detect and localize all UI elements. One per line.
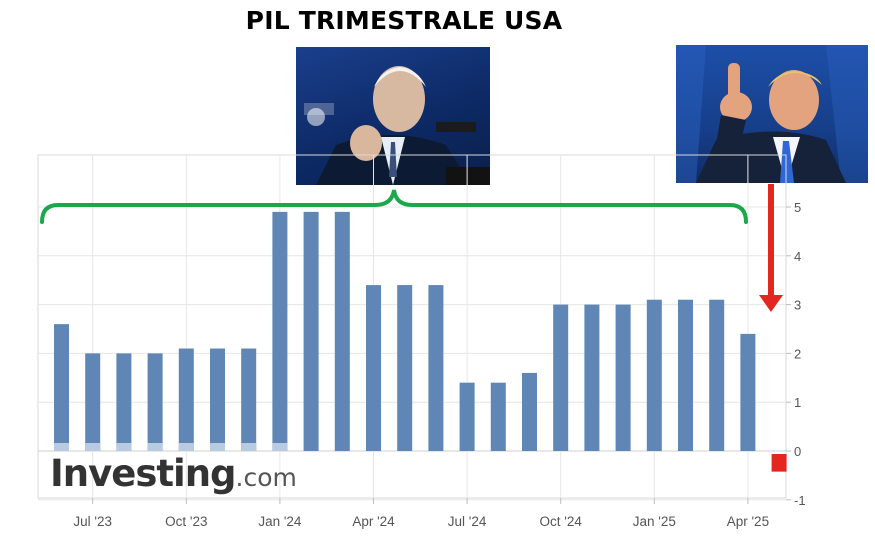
bar-base-highlight (210, 443, 225, 451)
watermark-brand: Investing (50, 452, 237, 495)
x-tick-label: Apr '24 (352, 514, 395, 529)
speaker-photo (296, 47, 490, 185)
annotations (40, 184, 783, 312)
x-tick-label: Jul '23 (73, 514, 112, 529)
y-axis: 5 4 3 2 1 0 -1 (786, 200, 806, 508)
bar (397, 285, 413, 451)
bracket-annotation (40, 189, 748, 224)
bar-latest (771, 454, 787, 472)
x-tick-label: Apr '25 (727, 514, 769, 529)
bar (272, 211, 288, 451)
bar (54, 324, 69, 451)
bar (210, 348, 225, 451)
bar (522, 372, 537, 451)
down-arrow-head (759, 295, 783, 312)
bar-base-highlight (147, 443, 163, 451)
bar (241, 348, 257, 451)
bar (584, 304, 600, 451)
bar (147, 353, 163, 451)
plot-frame (37, 154, 787, 499)
bar-base-highlight (241, 443, 257, 451)
speaker-pointing-photo (676, 45, 868, 183)
bar (490, 382, 506, 451)
y-tick-label: 0 (794, 444, 801, 459)
bar-base-highlight (54, 443, 69, 451)
bar-base-highlight (178, 443, 194, 451)
bar (615, 304, 631, 451)
bar (709, 299, 725, 451)
x-tick-label: Oct '24 (540, 514, 583, 529)
y-tick-label: 4 (794, 249, 801, 264)
bar (553, 304, 569, 451)
y-tick-label: 3 (794, 298, 801, 313)
x-axis: Jul '23 Oct '23 Jan '24 Apr '24 Jul '24 Oct '… (73, 498, 769, 529)
bar (116, 353, 132, 451)
bar-base-highlight (272, 443, 288, 451)
y-tick-label: 1 (794, 395, 801, 410)
bar (334, 211, 350, 451)
watermark-suffix: .com (235, 463, 297, 492)
y-tick-label: -1 (794, 493, 806, 508)
bars-layer (54, 211, 787, 472)
y-tick-label: 5 (794, 200, 801, 215)
investing-watermark: Investing.com (50, 452, 297, 495)
y-tick-label: 2 (794, 346, 801, 361)
bar-base-highlight (85, 443, 101, 451)
bar (85, 353, 101, 451)
x-tick-label: Oct '23 (165, 514, 207, 529)
bar (178, 348, 194, 451)
x-tick-label: Jan '25 (633, 514, 676, 529)
bar (366, 285, 381, 451)
x-tick-label: Jul '24 (448, 514, 487, 529)
x-tick-label: Jan '24 (258, 514, 302, 529)
bar (740, 333, 756, 451)
bar (303, 211, 319, 451)
bar (646, 299, 662, 451)
bar (459, 382, 475, 451)
chart-title: PIL TRIMESTRALE USA (245, 6, 563, 35)
bar-base-highlight (116, 443, 132, 451)
bar (678, 299, 693, 451)
bar (428, 285, 444, 451)
